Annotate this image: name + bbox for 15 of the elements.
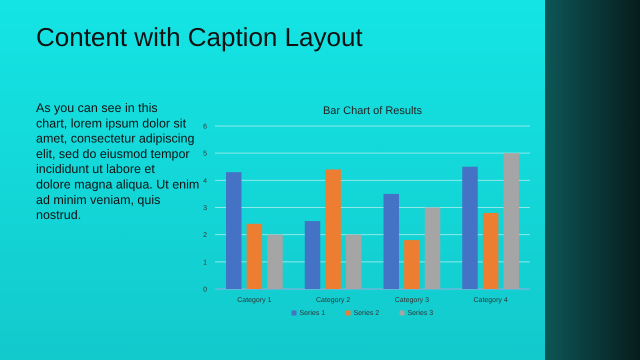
bar (325, 169, 341, 289)
bar (304, 221, 320, 289)
bar (482, 212, 498, 289)
text: Content with Caption Layout (36, 22, 364, 52)
bar (346, 234, 362, 289)
bar (267, 234, 283, 289)
text: As you can see in this chart, lorem ipsum dolor sit amet, consectetur adipiscing elit, sed do eiusmod tempor incididunt ut labore et dolore magna aliqua. Ut enim ad minim veniam, quis nostrud. (36, 101, 200, 222)
bar (226, 172, 242, 289)
bar (504, 153, 519, 289)
chart-title: Bar Chart of Results (322, 105, 423, 117)
bar (404, 240, 420, 289)
bar (462, 166, 478, 289)
bar (246, 224, 262, 289)
bar (384, 194, 399, 289)
bar (424, 208, 440, 289)
